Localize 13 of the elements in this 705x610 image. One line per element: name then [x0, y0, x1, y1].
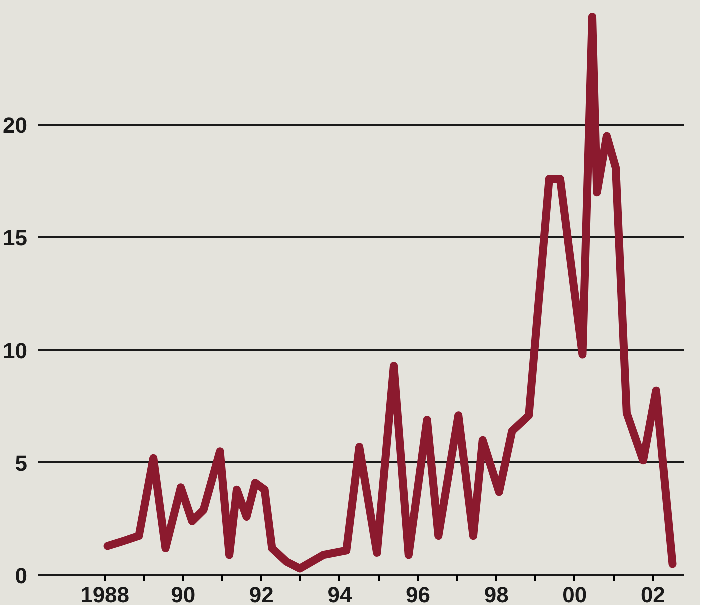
y-tick-label: 0: [15, 564, 28, 588]
y-tick-label: 5: [15, 450, 28, 476]
y-tick-label: 15: [3, 226, 28, 251]
x-tick-label: 92: [249, 582, 274, 608]
x-tick-label: 00: [562, 582, 588, 608]
x-tick-label: 02: [640, 582, 666, 608]
x-tick-label: 98: [484, 582, 509, 608]
x-tick-label: 96: [406, 582, 431, 608]
y-tick-label: 10: [3, 338, 28, 364]
y-tick-label: 20: [3, 113, 28, 138]
x-tick-label: 94: [328, 582, 353, 608]
x-tick-label: 90: [171, 582, 196, 608]
x-tick-label: 1988: [80, 582, 130, 608]
